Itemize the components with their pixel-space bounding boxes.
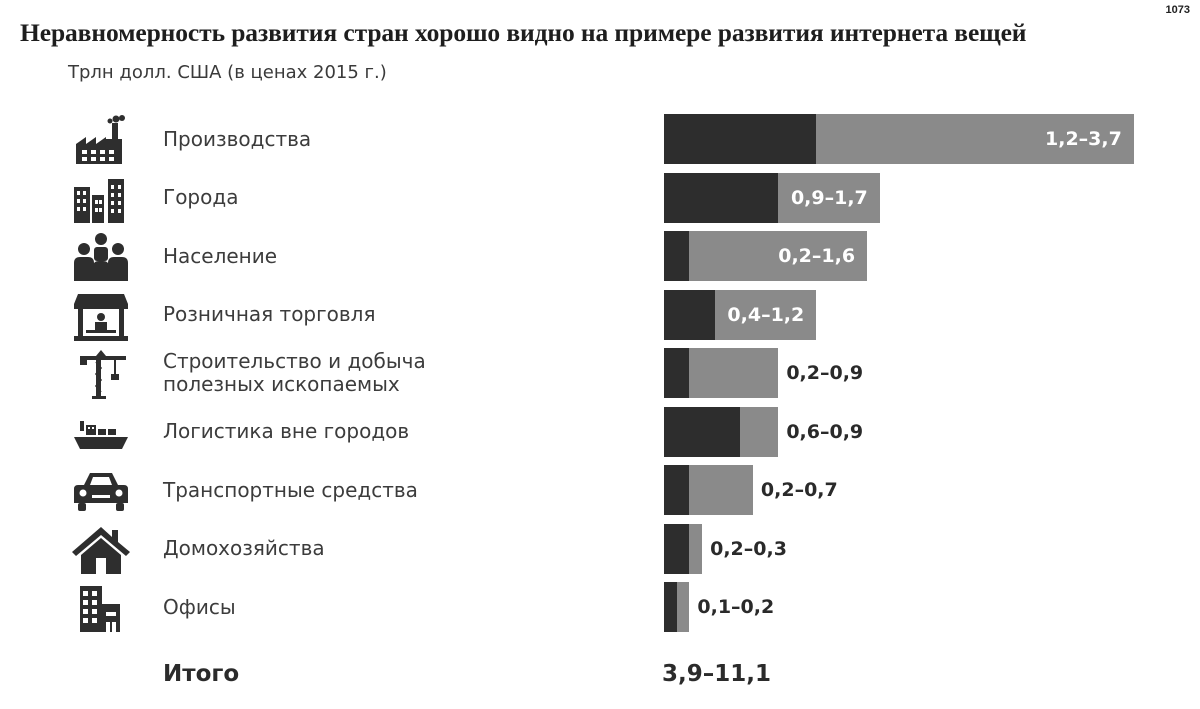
chart-subtitle: Трлн долл. США (в ценах 2015 г.) (68, 62, 387, 83)
ship-icon (70, 407, 132, 459)
shop-icon (70, 290, 132, 342)
category-label: Производства (163, 126, 312, 151)
bar-low (664, 465, 690, 515)
category-label: Население (163, 243, 278, 268)
bar-low (664, 406, 741, 457)
bar-low (664, 114, 817, 164)
bar-high (664, 231, 868, 281)
people-icon (70, 231, 132, 283)
bar-low (664, 289, 715, 340)
category-label: Розничная торговля (163, 302, 376, 326)
office-icon (70, 582, 132, 634)
bar-value-label: 0,4–1,2 (727, 303, 805, 326)
category-label: Офисы (163, 594, 236, 619)
bar-low (664, 172, 779, 223)
factory-icon (70, 114, 132, 166)
house-icon (70, 524, 132, 576)
category-label: Города (163, 185, 239, 209)
bar-low (664, 582, 677, 632)
bar-value-label: 1,2–3,7 (1045, 128, 1122, 150)
bar-value-label: 0,2–0,3 (710, 537, 787, 560)
category-label: Домохозяйства (163, 536, 325, 560)
category-label: Транспортные средства (163, 477, 418, 502)
total-label: Итого (163, 661, 240, 687)
city-buildings-icon (70, 173, 132, 225)
bar-value-label: 0,1–0,2 (697, 596, 775, 618)
bar-value-label: 0,2–0,7 (760, 479, 838, 501)
car-icon (70, 465, 132, 517)
bar-value-label: 0,9–1,7 (790, 186, 868, 209)
page-number: 1073 (1165, 4, 1190, 16)
chart-title: Неравномерность развития стран хорошо ви… (20, 18, 1027, 47)
bar-value-label: 0,2–0,9 (786, 362, 864, 384)
bar-low (664, 231, 690, 281)
bar-value-label: 0,6–0,9 (786, 420, 864, 443)
category-label: Логистика вне городов (163, 419, 410, 443)
bar-low (664, 348, 690, 398)
total-value: 3,9–11,1 (662, 661, 771, 687)
bar-value-label: 0,2–1,6 (778, 245, 856, 267)
bar-low (664, 523, 690, 574)
category-label: Строительство и добыча полезных ископаемы… (163, 349, 426, 396)
crane-icon (70, 348, 132, 400)
